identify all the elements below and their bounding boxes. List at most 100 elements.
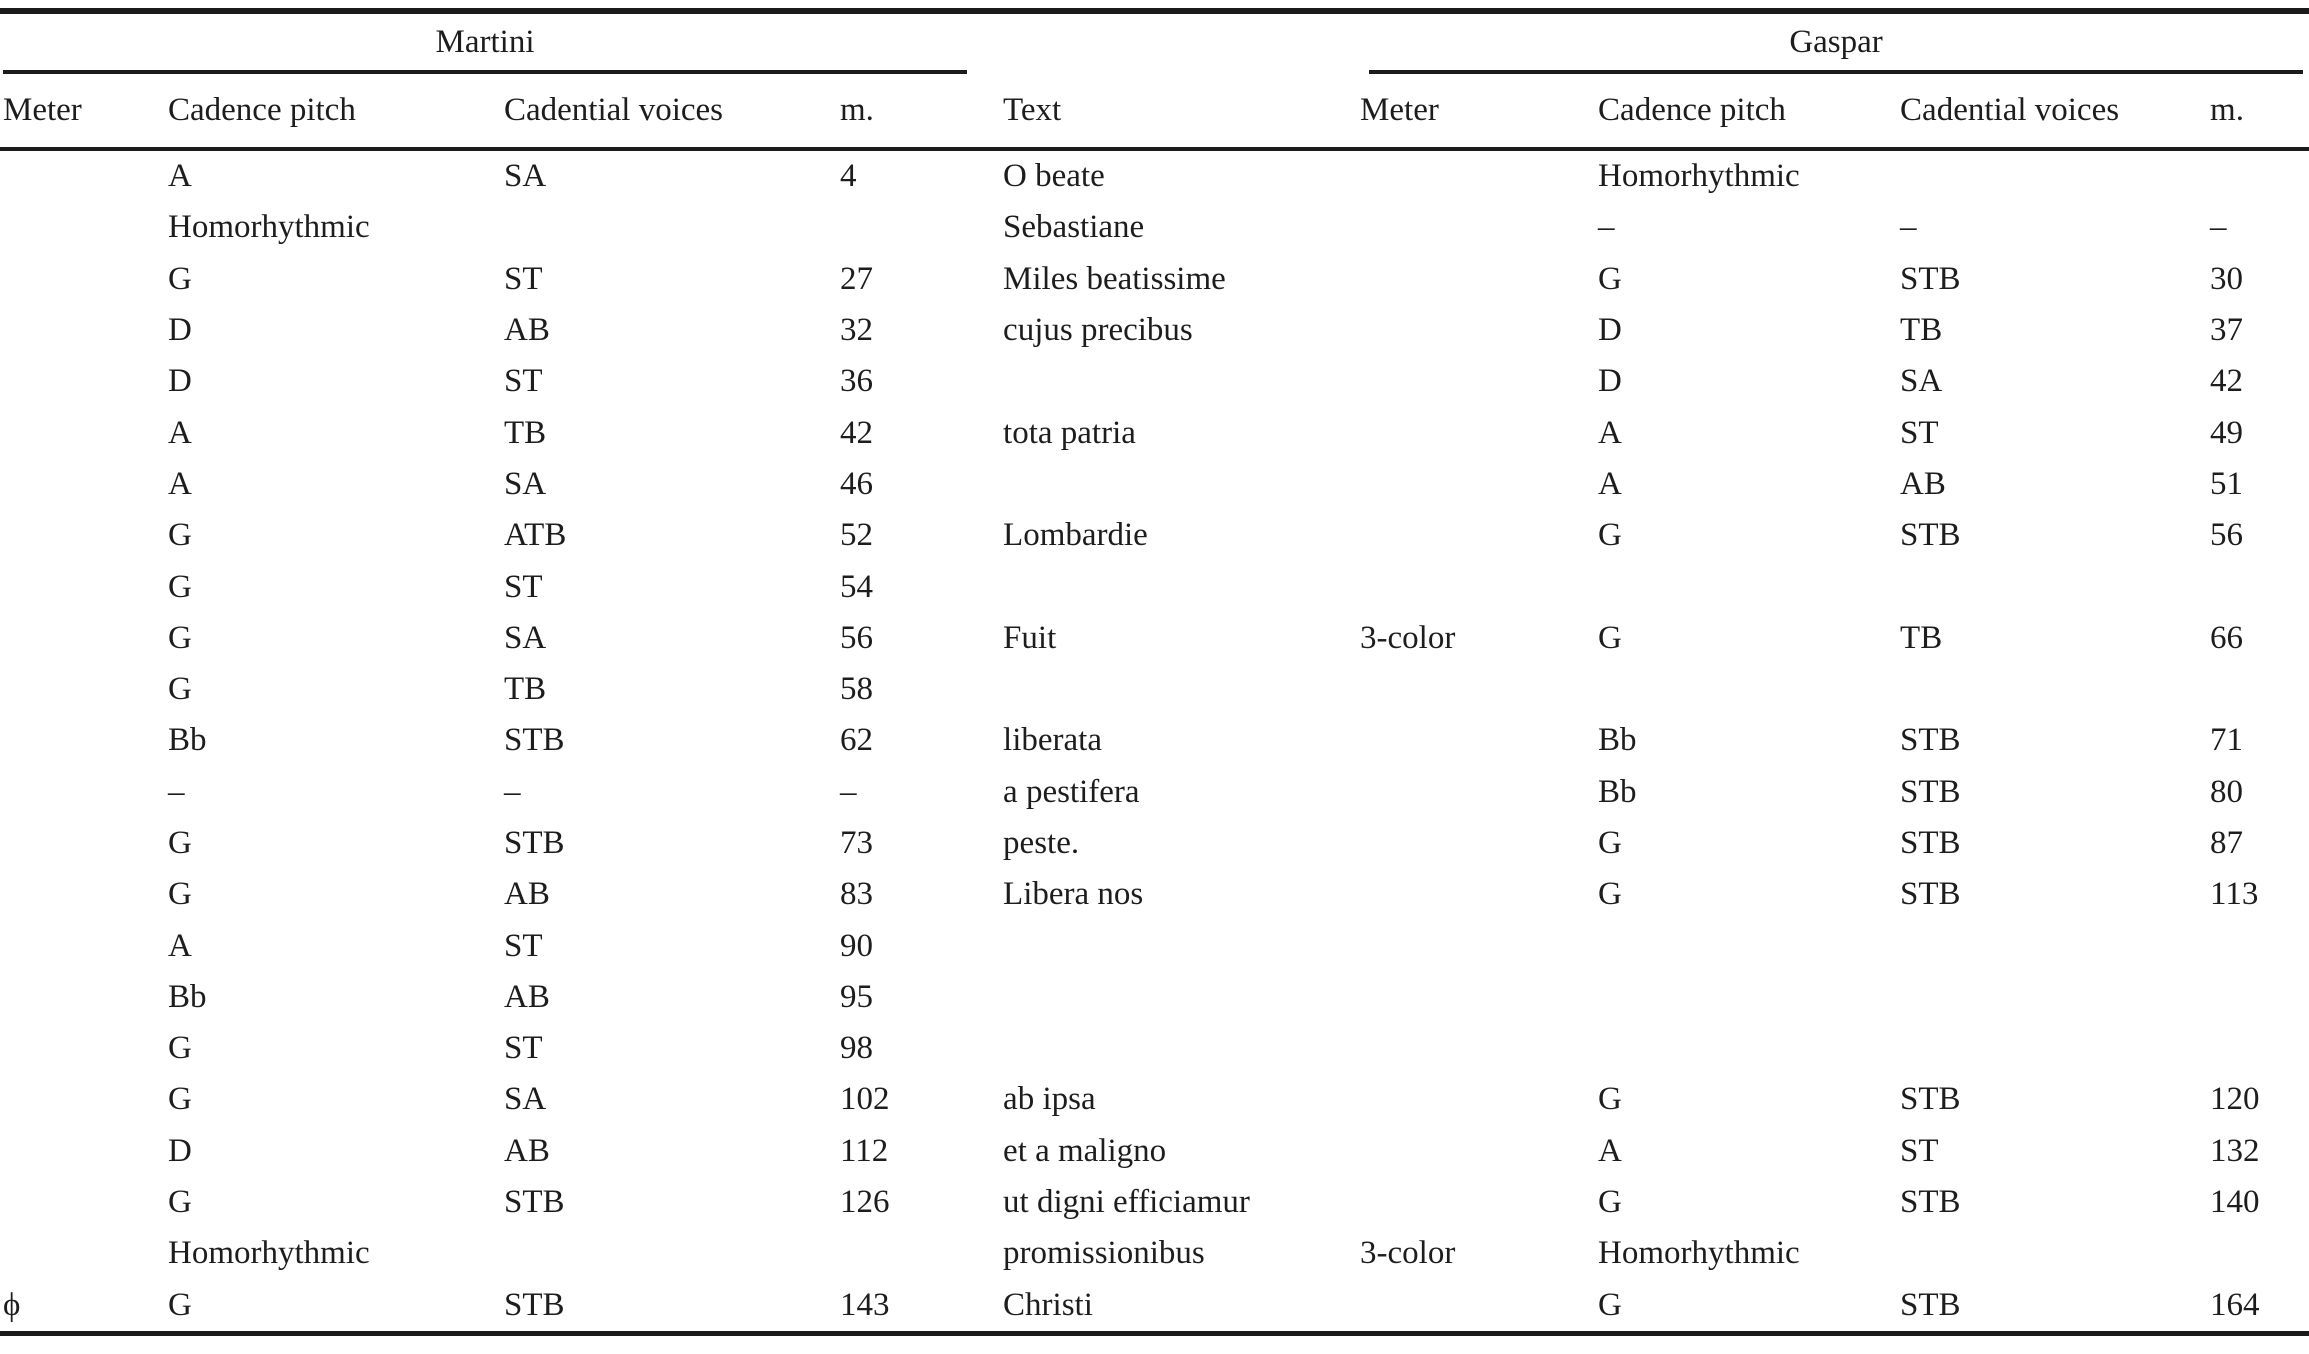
cell-martini-meter (0, 664, 168, 715)
cell-gaspar-measure: 120 (2210, 1081, 2260, 1118)
cell-gaspar-cadence-pitch (1598, 1023, 1900, 1074)
table-row: G AB 83 Libera nos G STB 113 (0, 869, 2309, 920)
cell-martini-cadential-voices: STB (504, 1286, 565, 1323)
cell-martini-cadence-pitch: G (168, 517, 192, 554)
col-header-martini-meter: Meter (0, 74, 168, 151)
cell-martini-cadence-pitch: G (168, 1030, 192, 1067)
cell-gaspar-meter (1360, 149, 1598, 202)
cell-gaspar-cadence-pitch: A (1598, 465, 1622, 502)
table-row: G ATB 52 Lombardie G STB 56 (0, 510, 2309, 561)
cadence-comparison-table: Martini Gaspar Meter Cadence pitch Caden… (0, 8, 2309, 1336)
cell-martini-measure: 112 (840, 1132, 889, 1169)
cell-text (1003, 1023, 1360, 1074)
cell-gaspar-cadence-pitch (1598, 920, 1900, 971)
cell-martini-measure: 46 (840, 465, 873, 502)
cell-martini-cadence-pitch: Homorhythmic (168, 209, 370, 246)
table-row: G STB 73 peste. G STB 87 (0, 818, 2309, 869)
table-row: A SA 4 O beate Homorhythmic (0, 149, 2309, 202)
cell-martini-cadence-pitch: Homorhythmic (168, 1235, 370, 1272)
table-row: Homorhythmic promissionibus 3-color Homorhy… (0, 1228, 2309, 1279)
cell-gaspar-meter (1360, 972, 1598, 1023)
col-header-gaspar-meter: Meter (1360, 74, 1599, 151)
cell-gaspar-cadence-pitch: G (1598, 1286, 1622, 1323)
col-header-gaspar-cadence-pitch: Cadence pitch (1598, 74, 1901, 151)
cell-gaspar-cadence-pitch: A (1598, 414, 1622, 451)
cell-text: promissionibus (1003, 1235, 1205, 1272)
cell-gaspar-meter (1360, 818, 1598, 869)
cell-martini-meter (0, 407, 168, 458)
group-martini: Martini (0, 11, 1003, 74)
group-spacer (1003, 11, 1360, 74)
cell-gaspar-cadence-pitch: Homorhythmic (1598, 158, 1800, 195)
cell-gaspar-cadence-pitch: Bb (1598, 722, 1637, 759)
cell-gaspar-meter (1360, 510, 1598, 561)
table-row: A TB 42 tota patria A ST 49 (0, 407, 2309, 458)
cell-gaspar-cadence-pitch (1598, 664, 1900, 715)
table-row: G ST 98 (0, 1023, 2309, 1074)
cell-martini-meter (0, 972, 168, 1023)
cell-martini-cadence-pitch: G (168, 1286, 192, 1323)
cell-martini-measure: 143 (840, 1286, 890, 1323)
cell-text: ab ipsa (1003, 1081, 1096, 1118)
cell-martini-measure: 58 (840, 671, 873, 708)
group-martini-label: Martini (3, 14, 968, 74)
table-row: – – – a pestifera Bb STB 80 (0, 767, 2309, 818)
cell-martini-cadential-voices: SA (504, 465, 547, 502)
cell-martini-cadence-pitch: G (168, 568, 192, 605)
cell-martini-meter (0, 1228, 168, 1279)
cell-text: a pestifera (1003, 773, 1140, 810)
cell-martini-meter (0, 715, 168, 766)
cell-gaspar-cadential-voices: STB (1900, 260, 1961, 297)
cell-martini-cadential-voices: ATB (504, 517, 567, 554)
cell-gaspar-measure: 80 (2210, 773, 2244, 810)
cell-text: Libera nos (1003, 876, 1144, 913)
group-gaspar-label: Gaspar (1369, 14, 2304, 74)
cell-martini-cadence-pitch: G (168, 1081, 192, 1118)
cell-martini-cadence-pitch: A (168, 158, 192, 195)
cell-gaspar-measure: 87 (2210, 825, 2244, 861)
cell-gaspar-cadence-pitch: – (1598, 209, 1615, 246)
cell-gaspar-meter (1360, 767, 1598, 818)
cell-gaspar-meter (1360, 1126, 1598, 1177)
cell-martini-meter (0, 356, 168, 407)
cell-martini-meter (0, 869, 168, 920)
cell-gaspar-measure: 113 (2210, 876, 2259, 913)
cell-gaspar-cadential-voices: ST (1900, 1132, 1939, 1169)
cell-martini-meter (0, 613, 168, 664)
cell-gaspar-cadence-pitch: D (1598, 312, 1622, 349)
cell-martini-cadence-pitch: A (168, 414, 192, 451)
cell-martini-cadential-voices: ST (504, 568, 543, 605)
cell-gaspar-measure: 164 (2210, 1286, 2260, 1323)
cell-gaspar-cadential-voices (1900, 1228, 2210, 1279)
cell-martini-meter (0, 561, 168, 612)
cell-text: liberata (1003, 722, 1102, 759)
col-header-gaspar-measure: m. (2210, 74, 2309, 151)
cell-gaspar-cadential-voices (1900, 1023, 2210, 1074)
cell-text (1003, 972, 1360, 1023)
cell-gaspar-cadence-pitch: Bb (1598, 773, 1637, 810)
cell-martini-measure: 98 (840, 1030, 873, 1067)
cell-text: Fuit (1003, 619, 1057, 656)
cell-gaspar-cadential-voices: AB (1900, 465, 1946, 502)
cell-martini-meter (0, 1074, 168, 1125)
cell-gaspar-cadential-voices: STB (1900, 1286, 1961, 1323)
cell-gaspar-meter (1360, 305, 1598, 356)
cell-martini-measure: 36 (840, 363, 873, 400)
table-row: Homorhythmic Sebastiane – – – (0, 202, 2309, 253)
cell-martini-measure: 126 (840, 1184, 890, 1221)
cell-gaspar-meter: 3-color (1360, 1235, 1456, 1272)
cell-text: Christi (1003, 1286, 1093, 1323)
cell-gaspar-meter (1360, 869, 1598, 920)
group-header-row: Martini Gaspar (0, 11, 2309, 74)
cell-martini-cadence-pitch: Bb (168, 978, 207, 1015)
table-row: A ST 90 (0, 920, 2309, 971)
cell-gaspar-measure: 56 (2210, 517, 2244, 554)
cell-gaspar-cadence-pitch: G (1598, 825, 1622, 861)
cell-martini-measure (840, 1228, 1003, 1279)
cell-gaspar-measure: 51 (2210, 465, 2244, 502)
cell-martini-cadential-voices (504, 1228, 840, 1279)
cell-martini-measure: 102 (840, 1081, 890, 1118)
col-header-martini-cadential-voices: Cadential voices (504, 74, 840, 151)
cell-martini-cadential-voices: ST (504, 1030, 543, 1067)
table-row: G SA 56 Fuit 3-color G TB 66 (0, 613, 2309, 664)
